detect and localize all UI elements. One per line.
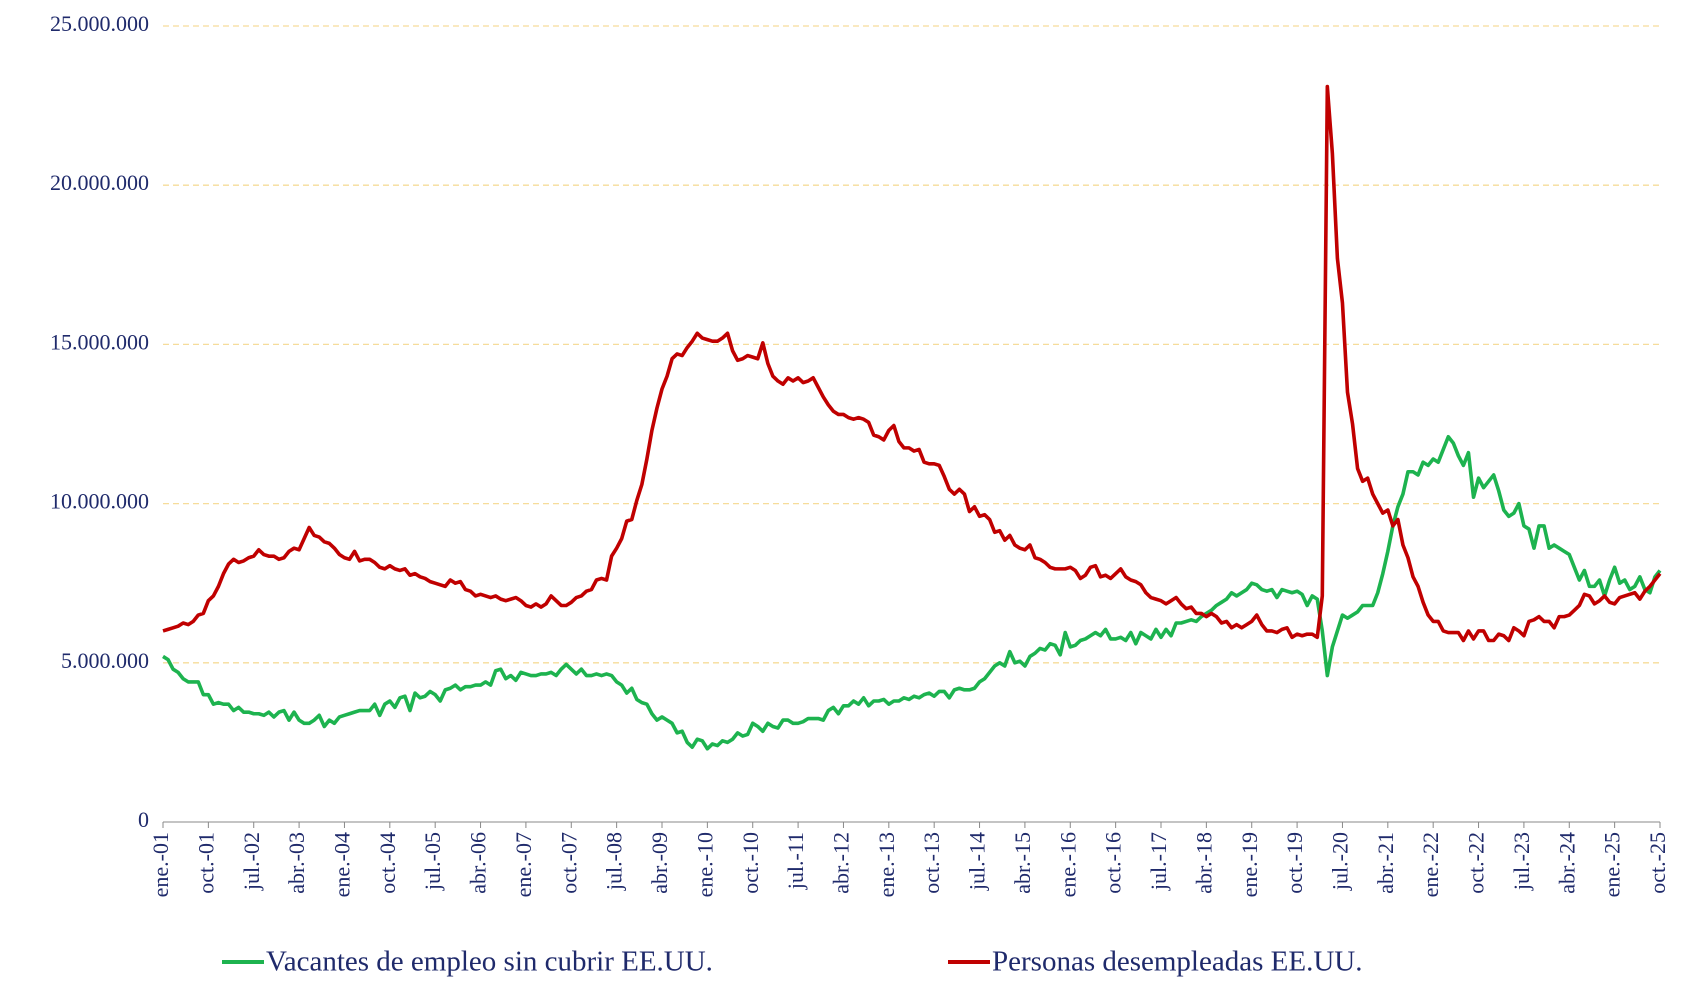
x-tick-label: jul.-02: [239, 832, 264, 891]
x-tick-label: oct.-01: [193, 832, 218, 894]
legend-label: Vacantes de empleo sin cubrir EE.UU.: [266, 946, 713, 978]
x-tick-label: abr.-09: [647, 832, 672, 894]
x-tick-label: abr.-12: [829, 832, 854, 894]
x-tick-label: abr.-18: [1191, 832, 1216, 894]
y-tick-label: 25.000.000: [50, 11, 149, 36]
x-tick-label: oct.-07: [556, 832, 581, 894]
x-tick-label: oct.-10: [738, 832, 763, 894]
x-tick-label: ene.-10: [692, 832, 717, 897]
x-tick-label: ene.-13: [874, 832, 899, 897]
line: [162, 434, 1662, 751]
x-tick-label: ene.-16: [1055, 832, 1080, 897]
x-tick-label: ene.-04: [330, 832, 355, 897]
x-tick-label: jul.-23: [1509, 832, 1534, 891]
x-tick-label: ene.-07: [511, 832, 536, 897]
x-tick-label: ene.-25: [1600, 832, 1625, 897]
legend-label: Personas desempleadas EE.UU.: [992, 946, 1362, 978]
x-tick-label: jul.-14: [965, 832, 990, 891]
line: [162, 84, 1662, 643]
x-tick-label: abr.-06: [466, 832, 491, 894]
x-tick-label: oct.-04: [375, 832, 400, 894]
x-tick-label: ene.-22: [1418, 832, 1443, 897]
y-tick-label: 15.000.000: [50, 329, 149, 354]
x-tick-label: abr.-03: [284, 832, 309, 894]
x-tick-label: oct.-19: [1282, 832, 1307, 894]
x-tick-label: jul.-11: [783, 832, 808, 890]
x-tick-label: oct.-25: [1645, 832, 1670, 894]
y-tick-label: 0: [138, 807, 149, 832]
x-tick-label: oct.-16: [1101, 832, 1126, 894]
x-tick-label: oct.-22: [1464, 832, 1489, 894]
y-tick-label: 10.000.000: [50, 489, 149, 514]
x-tick-label: abr.-21: [1373, 832, 1398, 894]
y-tick-label: 20.000.000: [50, 170, 149, 195]
x-tick-label: abr.-15: [1010, 832, 1035, 894]
y-tick-label: 5.000.000: [61, 648, 149, 673]
x-tick-label: ene.-19: [1237, 832, 1262, 897]
x-tick-label: jul.-08: [602, 832, 627, 891]
x-tick-label: abr.-24: [1554, 832, 1579, 894]
x-tick-label: jul.-20: [1328, 832, 1353, 891]
x-tick-label: oct.-13: [919, 832, 944, 894]
x-tick-label: jul.-17: [1146, 832, 1171, 891]
x-tick-label: ene.-01: [148, 832, 173, 897]
x-tick-label: jul.-05: [420, 832, 445, 891]
